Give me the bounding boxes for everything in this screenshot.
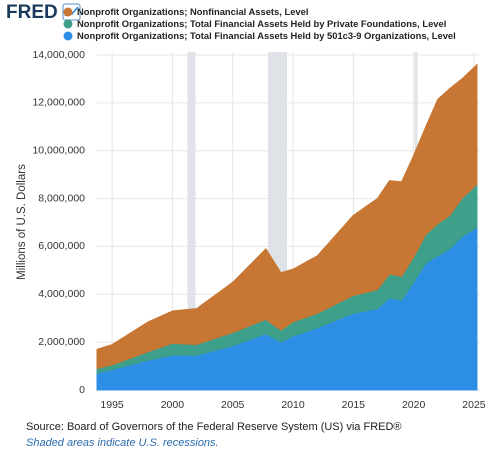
y-tick-label: 8,000,000 — [38, 192, 85, 204]
y-tick-label: 4,000,000 — [38, 288, 85, 300]
y-tick-label: 0 — [79, 384, 85, 396]
note: Shaded areas indicate U.S. recessions. — [26, 437, 219, 449]
y-axis-label: Millions of U.S. Dollars — [16, 164, 28, 280]
legend-swatch — [63, 19, 73, 29]
y-tick-label: 2,000,000 — [38, 336, 85, 348]
legend-swatch — [63, 7, 73, 17]
y-tick-label: 10,000,000 — [32, 144, 85, 156]
x-tick-label: 2020 — [402, 399, 426, 411]
y-tick-label: 14,000,000 — [32, 49, 85, 61]
source: Source: Board of Governors of the Federa… — [26, 421, 402, 433]
y-tick-label: 6,000,000 — [38, 240, 85, 252]
x-tick-label: 2010 — [281, 399, 305, 411]
x-tick-label: 2015 — [342, 399, 366, 411]
x-tick-label: 2005 — [221, 399, 245, 411]
legend-label: Nonprofit Organizations; Total Financial… — [77, 30, 456, 41]
x-tick-label: 1995 — [100, 399, 124, 411]
area — [96, 63, 478, 370]
recession-band — [187, 52, 196, 390]
legend-swatch — [63, 31, 73, 41]
logo: FRED — [6, 2, 58, 23]
legend-label: Nonprofit Organizations; Total Financial… — [77, 18, 446, 29]
y-tick-label: 12,000,000 — [32, 97, 85, 109]
x-tick-label: 2025 — [462, 399, 486, 411]
x-tick-label: 2000 — [161, 399, 185, 411]
legend-label: Nonprofit Organizations; Nonfinancial As… — [77, 6, 308, 17]
